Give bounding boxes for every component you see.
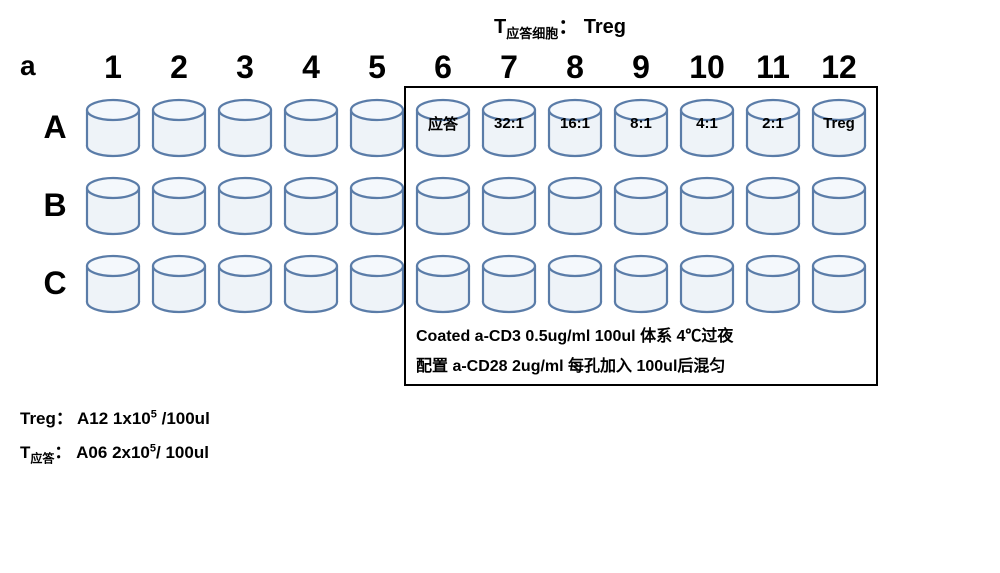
footer-tresp: T应答： A06 2x105/ 100ul [20, 436, 980, 470]
row-header-C: C [43, 265, 66, 302]
well-C4 [281, 252, 341, 314]
well-B1 [83, 174, 143, 236]
col-header-4: 4 [302, 49, 320, 86]
note-line-1: Coated a-CD3 0.5ug/ml 100ul 体系 4℃过夜 [416, 322, 870, 352]
col-header-6: 6 [434, 49, 452, 86]
well-A4 [281, 96, 341, 158]
well-A5 [347, 96, 407, 158]
well-B3 [215, 174, 275, 236]
title-prefix: T [494, 16, 506, 38]
note-line-2: 配置 a-CD28 2ug/ml 每孔加入 100ul后混匀 [416, 352, 870, 382]
figure-label: a [20, 50, 36, 82]
well-A1 [83, 96, 143, 158]
col-header-12: 12 [821, 49, 857, 86]
col-header-7: 7 [500, 49, 518, 86]
well-C5 [347, 252, 407, 314]
treatment-notes: Coated a-CD3 0.5ug/ml 100ul 体系 4℃过夜 配置 a… [416, 322, 870, 383]
well-C2 [149, 252, 209, 314]
col-header-10: 10 [689, 49, 725, 86]
col-header-3: 3 [236, 49, 254, 86]
well-B2 [149, 174, 209, 236]
title-sep: ： [558, 16, 578, 38]
col-header-2: 2 [170, 49, 188, 86]
row-header-B: B [43, 187, 66, 224]
col-header-8: 8 [566, 49, 584, 86]
well-B5 [347, 174, 407, 236]
well-A2 [149, 96, 209, 158]
header-title: T应答细胞： Treg [140, 10, 980, 42]
title-suffix: Treg [584, 16, 626, 38]
well-A3 [215, 96, 275, 158]
well-B4 [281, 174, 341, 236]
footer-treg: Treg： A12 1x105 /100ul [20, 402, 980, 436]
plate-diagram: a 123456789101112A 应答 [20, 46, 980, 322]
row-header-A: A [43, 109, 66, 146]
col-header-1: 1 [104, 49, 122, 86]
footer-legend: Treg： A12 1x105 /100ul T应答： A06 2x105/ 1… [20, 402, 980, 470]
title-sub: 应答细胞 [506, 26, 558, 41]
well-C3 [215, 252, 275, 314]
well-C1 [83, 252, 143, 314]
col-header-5: 5 [368, 49, 386, 86]
col-header-9: 9 [632, 49, 650, 86]
col-header-11: 11 [756, 49, 790, 86]
